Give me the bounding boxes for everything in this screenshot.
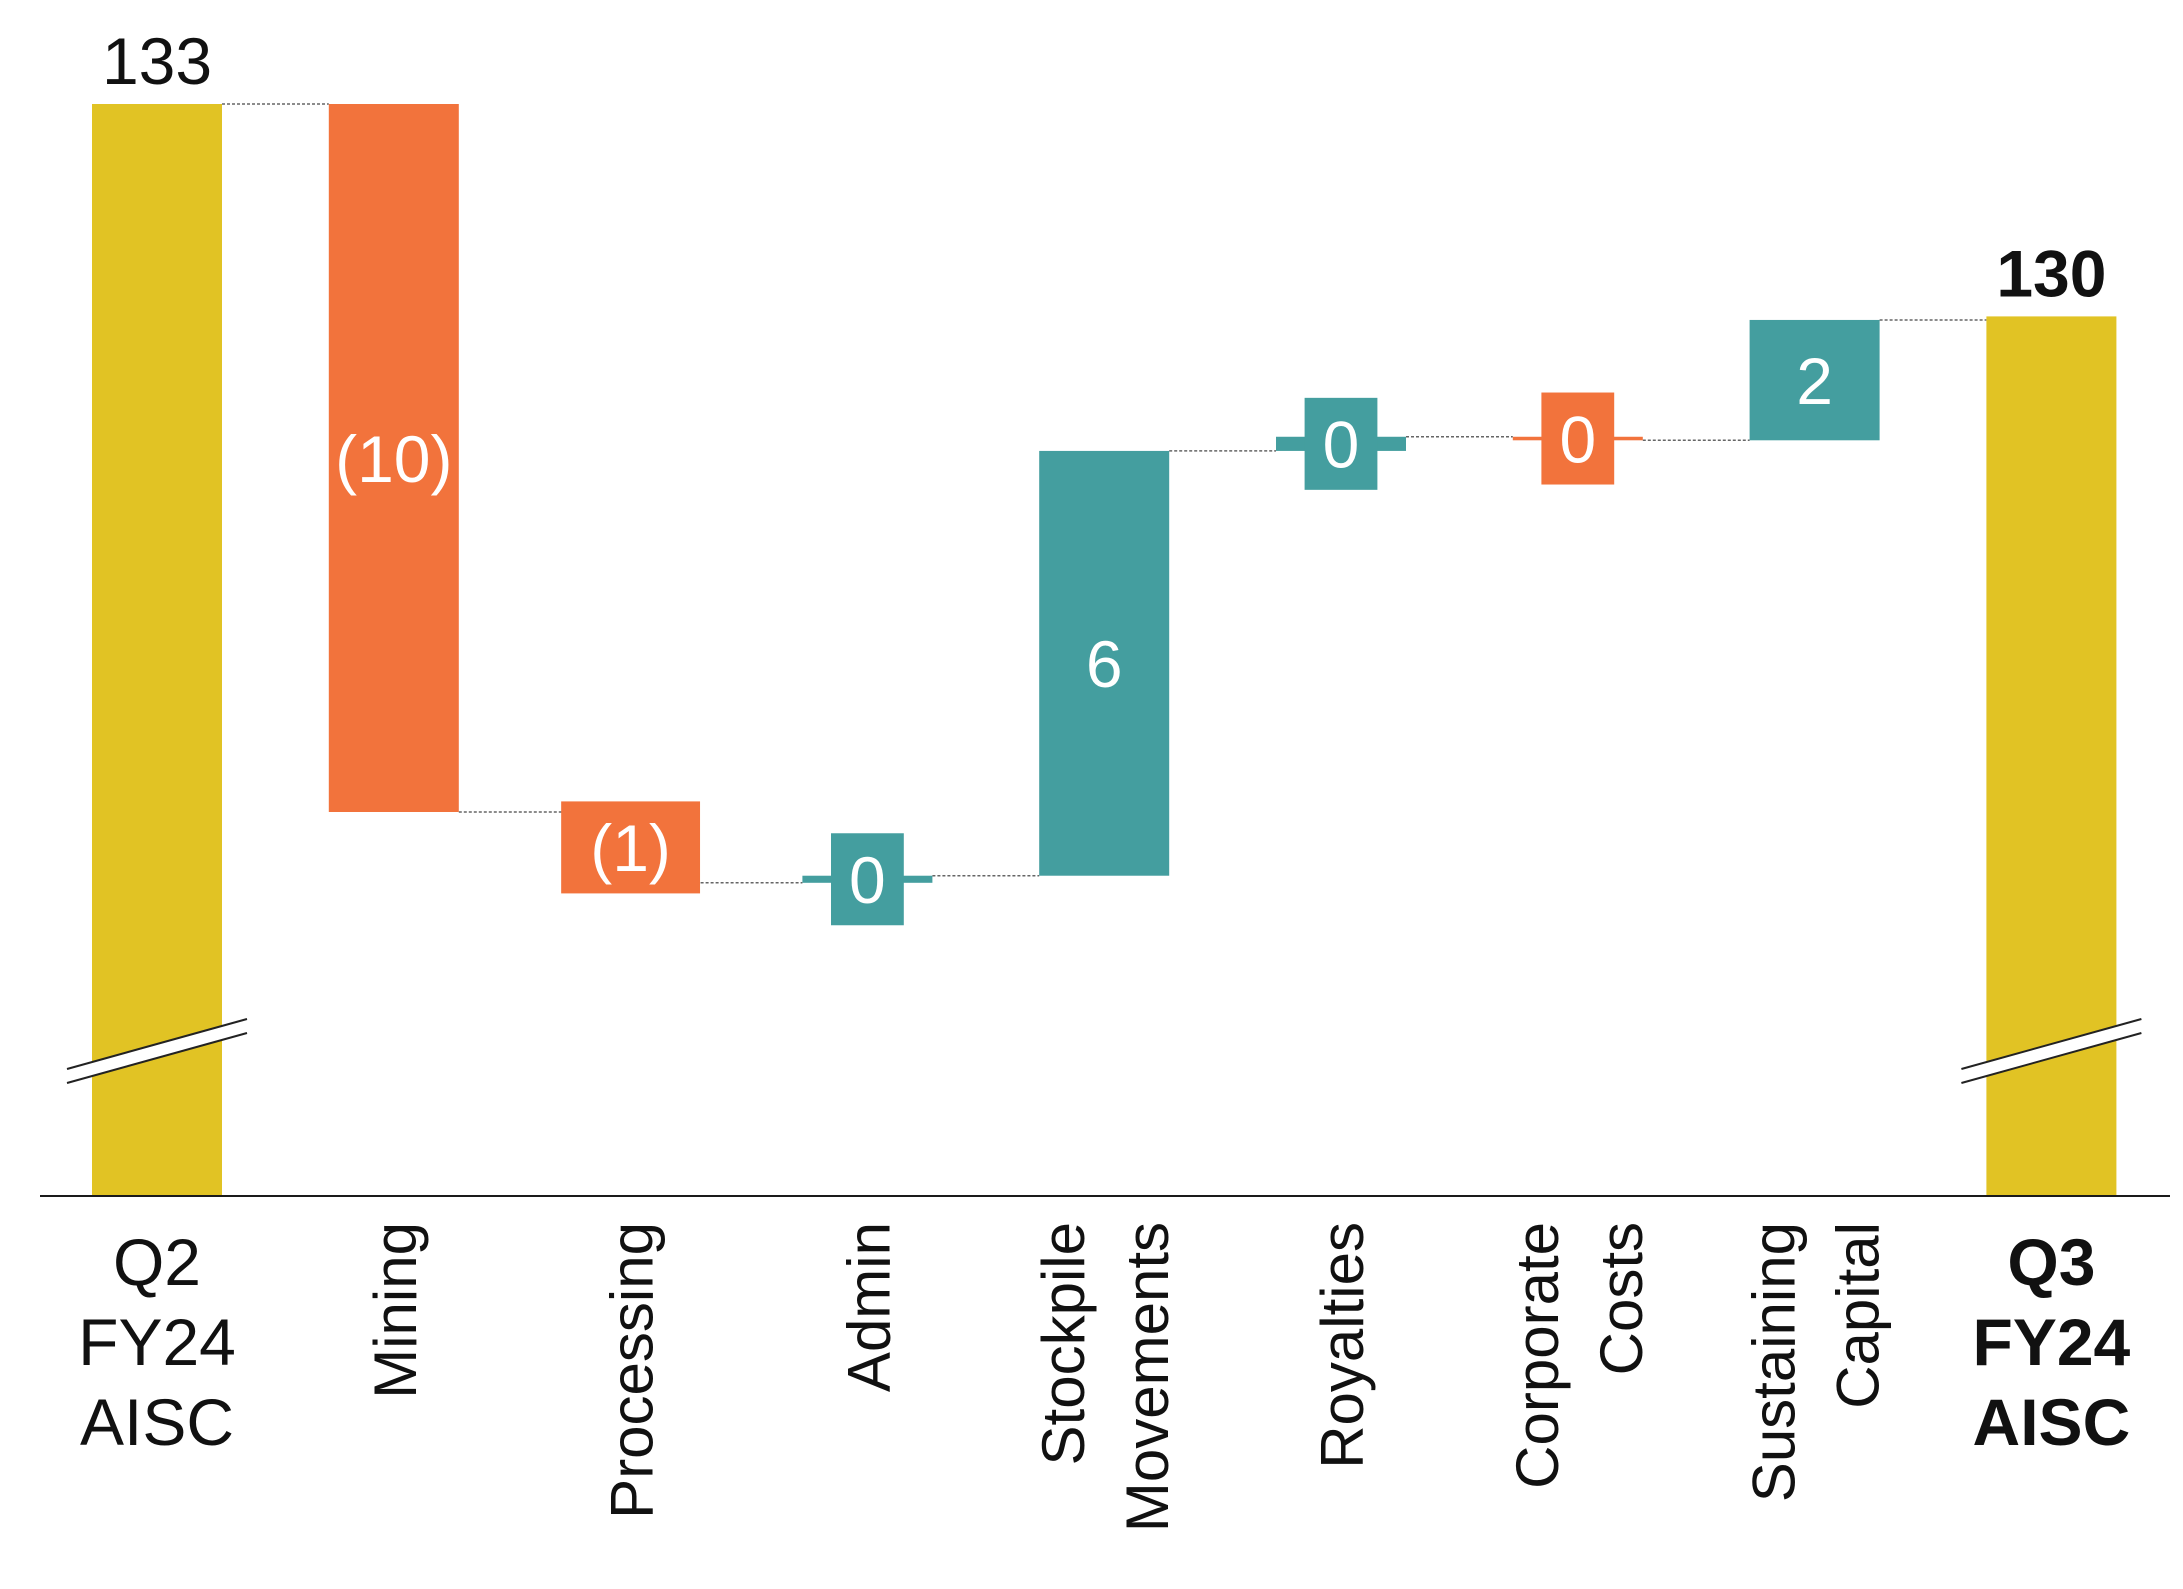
value-label-stockpile-movements: 6: [1086, 627, 1123, 701]
bar-q2-fy24-aisc: [92, 104, 222, 1196]
category-labels: Q2 FY24 AISC Mining Processing Admin Stockpile…: [78, 1222, 2130, 1532]
connector-lines: [222, 103, 1987, 884]
category-label-royalties: Royalties: [1309, 1222, 1376, 1469]
value-label-box-processing: [561, 801, 701, 894]
value-label-q3-fy24-aisc: 130: [1996, 236, 2106, 310]
bar-stockpile-movements: [1039, 450, 1170, 876]
value-label-box-admin: [831, 833, 904, 926]
category-label-q3-fy24-aisc: Q3 FY24 AISC: [1973, 1225, 2131, 1459]
value-label-admin: 0: [849, 843, 886, 917]
axis-break-line: [1961, 1032, 2142, 1084]
axis-break-gap: [67, 1019, 247, 1083]
axis-break-marks: [66, 1018, 2142, 1084]
category-label-admin: Admin: [835, 1222, 902, 1392]
axis-break-line: [66, 1032, 248, 1084]
value-label-q2-fy24-aisc: 133: [102, 24, 212, 98]
axis-break-gap: [1961, 1019, 2142, 1083]
axis-break-line: [66, 1018, 248, 1070]
value-label-sustaining-capital: 2: [1796, 344, 1833, 418]
category-label-processing: Processing: [599, 1222, 666, 1519]
category-label-q2-fy24-aisc: Q2 FY24 AISC: [78, 1225, 236, 1459]
value-labels: 133 (10) (1) 0 6 0 0 2 130: [102, 24, 2106, 926]
bar-sustaining-capital: [1749, 319, 1880, 441]
value-label-corporate-costs: 0: [1559, 402, 1596, 476]
category-label-mining: Mining: [362, 1222, 429, 1399]
value-label-box-royalties: [1304, 397, 1378, 490]
category-label-stockpile-movements: Stockpile Movements: [1030, 1222, 1181, 1532]
axis-break-line: [1961, 1018, 2142, 1070]
category-label-corporate-costs: Corporate Costs: [1504, 1222, 1655, 1489]
value-label-box-corporate-costs: [1541, 392, 1615, 485]
value-label-processing: (1): [590, 811, 671, 885]
value-label-mining: (10): [335, 422, 452, 496]
value-label-royalties: 0: [1323, 408, 1360, 482]
category-label-sustaining-capital: Sustaining Capital: [1741, 1222, 1892, 1502]
bar-mining: [328, 104, 459, 812]
